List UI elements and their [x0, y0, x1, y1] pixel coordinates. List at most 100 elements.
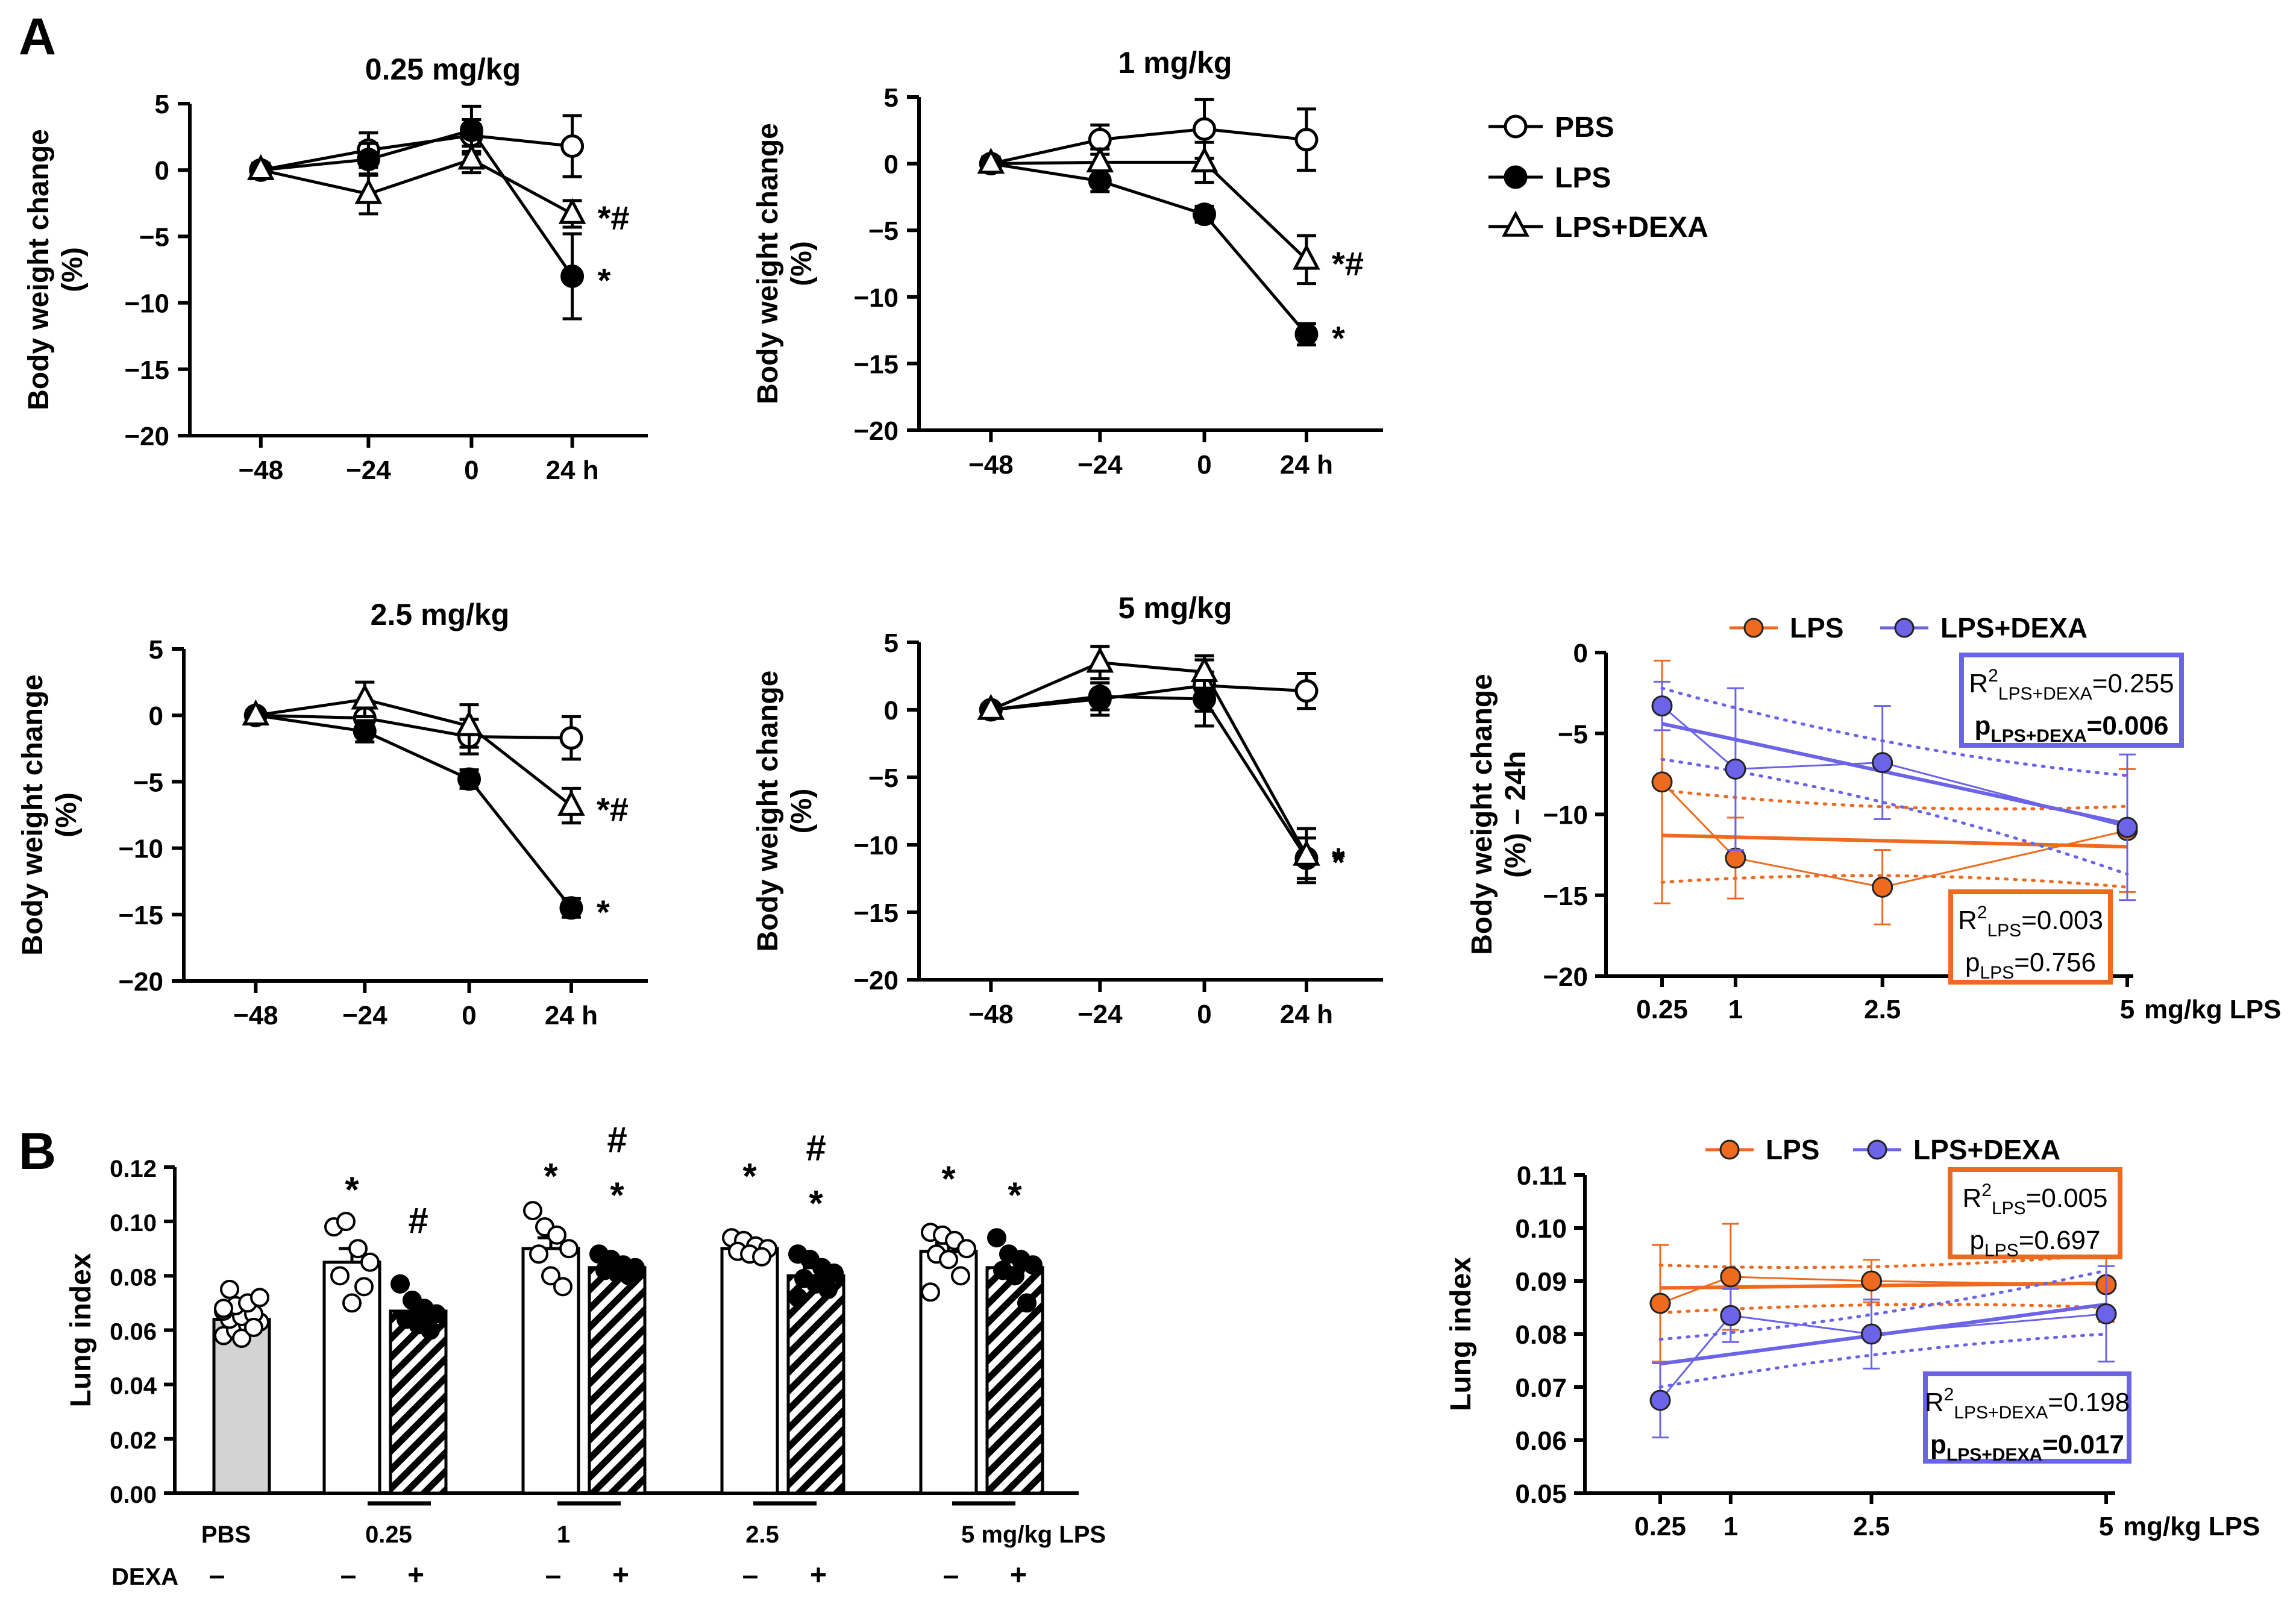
data-point	[1294, 679, 1319, 703]
stats-box-dexa	[1959, 653, 2184, 748]
y-tick-label: 0.05	[1515, 1479, 1567, 1509]
x-tick-label: −24	[346, 456, 391, 485]
significance-marker: *	[598, 262, 611, 299]
bar-data-point	[220, 1279, 239, 1299]
significance-marker: *	[742, 1156, 757, 1196]
bar-data-point	[951, 1266, 970, 1286]
bar	[786, 1274, 845, 1495]
legend-marker	[1743, 618, 1764, 638]
stats-box-lps	[1948, 889, 2113, 985]
data-point	[459, 118, 483, 142]
y-tick-label: −15	[1543, 882, 1588, 911]
y-tick-label: 0.10	[110, 1210, 157, 1236]
line-chart-1: 1 mg/kg 5 0 −5 −10 −15 −20 −48 −24 0 24 h Body weig…	[752, 46, 1383, 480]
y-axis-label-unit: (%)	[51, 792, 83, 838]
dexa-sign: –	[943, 1559, 959, 1591]
legend-marker	[1504, 114, 1528, 139]
y-tick-label: 0	[1573, 639, 1588, 668]
y-tick-label: 0.08	[110, 1264, 157, 1291]
y-axis-label-unit: (%)	[786, 789, 818, 834]
bar-data-point	[987, 1228, 1006, 1248]
dexa-sign: +	[407, 1559, 424, 1591]
y-axis-label-unit: (%) – 24h	[1500, 751, 1532, 878]
x-tick-label: 0	[1197, 450, 1211, 480]
y-axis-label: Body weight change	[1466, 674, 1498, 955]
x-tick-label: 24 h	[545, 1001, 598, 1030]
y-tick-label: −5	[133, 768, 163, 797]
stats-value: =0.198	[2048, 1388, 2130, 1417]
y-tick-label: 5	[884, 83, 899, 113]
data-point	[1861, 1270, 1883, 1292]
line-chart-2: 2.5 mg/kg 5 0 −5 −10 −15 −20 −48 −24 0 24 h Body we…	[17, 598, 648, 1030]
data-point	[1294, 128, 1319, 152]
stats-subscript: LPS+DEXA	[1990, 726, 2086, 746]
x-tick-label: 24 h	[1280, 450, 1333, 480]
dexa-sign: +	[810, 1559, 827, 1591]
x-tick-label: 1	[1724, 1512, 1738, 1541]
data-point	[1193, 202, 1217, 227]
bar-data-point	[752, 1247, 771, 1267]
bar-data-point	[553, 1277, 572, 1297]
y-tick-label: 0	[149, 701, 163, 731]
stats-dexa-p: pLPS+DEXA=0.017	[1930, 1430, 2124, 1465]
bar-data-point	[1023, 1255, 1043, 1275]
stats-value: =0.005	[2026, 1183, 2108, 1213]
y-tick-label: −15	[853, 349, 899, 379]
series-line	[255, 713, 572, 909]
significance-marker: *#	[597, 791, 629, 829]
x-axis-unit: mg/kg LPS	[2123, 1512, 2260, 1541]
y-tick-label: −20	[118, 967, 163, 997]
stats-prefix: p	[1930, 1430, 1946, 1459]
y-tick-label: −10	[118, 835, 163, 864]
y-axis-label: Body weight change	[23, 129, 55, 410]
bar-data-point	[529, 1244, 548, 1264]
y-axis-label: Body weight change	[752, 671, 784, 952]
significance-marker: *	[345, 1170, 359, 1210]
dexa-sign: –	[742, 1559, 759, 1591]
data-point	[1086, 146, 1114, 173]
bar-data-point	[391, 1274, 410, 1294]
x-tick-label: 0	[462, 1001, 476, 1030]
bar-data-point	[1017, 1293, 1037, 1313]
significance-marker: *	[1332, 319, 1345, 357]
data-point	[2095, 1303, 2117, 1325]
dexa-sign: +	[1010, 1559, 1027, 1591]
y-axis-label: Lung index	[1445, 1257, 1477, 1411]
y-axis-label: Lung index	[65, 1253, 97, 1407]
group-label: 5 mg/kg LPS	[961, 1521, 1106, 1548]
x-tick-label: −48	[233, 1001, 278, 1030]
bar	[588, 1266, 647, 1495]
data-point	[1294, 322, 1319, 346]
x-tick-label: −48	[238, 456, 283, 485]
significance-marker: #	[607, 1120, 627, 1160]
data-point	[1649, 1292, 1671, 1314]
stats-prefix: p	[1975, 711, 1991, 741]
stats-lps-r2: R2LPS=0.003	[1958, 903, 2103, 941]
y-tick-label: −5	[868, 763, 899, 793]
bar-data-point	[559, 1239, 579, 1259]
dexa-sign: +	[612, 1559, 629, 1591]
significance-marker: *	[597, 893, 610, 931]
y-tick-label: −20	[853, 416, 899, 446]
data-point	[1190, 656, 1219, 683]
y-axis-label-unit: (%)	[57, 247, 89, 292]
data-point	[1193, 117, 1217, 141]
confidence-band-lower	[1658, 1332, 2108, 1389]
significance-marker: *#	[598, 199, 630, 237]
bar-data-point	[354, 1277, 374, 1297]
group-label: 1	[557, 1521, 570, 1548]
line-chart-3: 5 mg/kg 5 0 −5 −10 −15 −20 −48 −24 0 24 h Body weig…	[752, 591, 1383, 1029]
y-tick-label: 0.09	[1515, 1267, 1567, 1297]
y-tick-label: 0.06	[1515, 1426, 1567, 1456]
legend-marker	[1504, 165, 1528, 189]
data-point	[1651, 695, 1673, 717]
bar-data-point	[619, 1266, 639, 1286]
data-point	[1725, 758, 1746, 780]
stats-subscript: LPS	[1987, 921, 2021, 941]
stats-dexa-p: pLPS+DEXA=0.006	[1975, 711, 2169, 746]
stats-subscript: LPS	[1992, 1198, 2026, 1218]
bar-data-point	[244, 1317, 263, 1337]
y-tick-label: −5	[1558, 719, 1588, 749]
bar-data-point	[523, 1201, 542, 1221]
data-point	[1651, 771, 1673, 793]
